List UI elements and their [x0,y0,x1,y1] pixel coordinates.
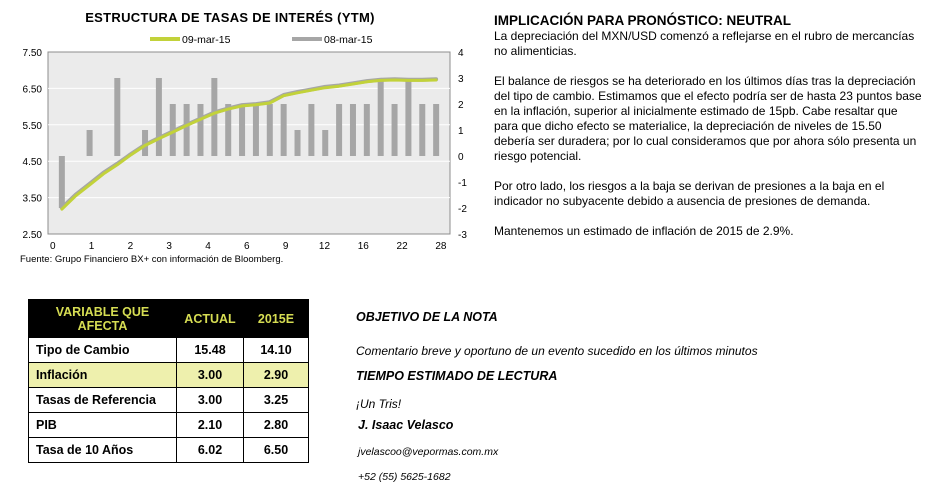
author-name: J. Isaac Velasco [358,418,454,432]
tiempo-title: TIEMPO ESTIMADO DE LECTURA [356,369,558,383]
diff-bar [405,78,412,156]
table-row: Inflación 3.00 2.90 [28,362,309,388]
row-variable: Tipo de Cambio [28,337,177,363]
x-tick-label: 12 [319,241,331,252]
diff-bar [197,104,204,156]
y-right-tick-label: 1 [458,126,464,137]
chart-source: Fuente: Grupo Financiero BX+ con informa… [20,254,284,265]
diff-bar [433,104,440,156]
y-left-tick-label: 2.50 [23,230,43,241]
x-tick-label: 6 [244,241,250,252]
variables-table: VARIABLE QUE AFECTA ACTUAL 2015E Tipo de… [28,299,309,463]
diff-bar [294,130,301,156]
diff-bar [391,104,398,156]
table-row: Tasa de 10 Años 6.02 6.50 [28,437,309,463]
diff-bar [308,104,315,156]
y-left-tick-label: 5.50 [23,121,43,132]
row-variable: PIB [28,412,177,438]
diff-bar [336,104,343,156]
x-tick-label: 4 [205,241,211,252]
y-right-tick-label: -2 [458,204,467,215]
diff-bar [280,104,287,156]
diff-bar [114,78,121,156]
legend-label: 08-mar-15 [324,34,373,46]
implicacion-paragraph-2: El balance de riesgos se ha deteriorado … [494,74,922,163]
row-2015e: 3.25 [243,387,309,413]
row-variable: Tasa de 10 Años [28,437,177,463]
diff-bar [252,104,259,156]
row-variable: Tasas de Referencia [28,387,177,413]
diff-bar [377,78,384,156]
row-actual: 3.00 [176,362,244,388]
implicacion-paragraph-1: La depreciación del MXN/USD comenzó a re… [494,29,915,58]
objetivo-title: OBJETIVO DE LA NOTA [356,310,498,324]
y-right-tick-label: 3 [458,74,464,85]
x-tick-label: 22 [397,241,409,252]
y-right-tick-label: -3 [458,230,467,241]
y-right-tick-label: -1 [458,178,467,189]
y-left-tick-label: 7.50 [23,48,43,59]
x-tick-label: 0 [50,241,56,252]
y-right-tick-label: 4 [458,48,464,59]
row-2015e: 2.90 [243,362,309,388]
tiempo-text: ¡Un Tris! [356,397,402,411]
chart-title: ESTRUCTURA DE TASAS DE INTERÉS (YTM) [85,10,375,25]
implicacion-paragraph-4: Mantenemos un estimado de inflación de 2… [494,224,794,238]
x-tick-label: 9 [283,241,289,252]
implicacion-title: IMPLICACIÓN PARA PRONÓSTICO: NEUTRAL [494,13,791,28]
header-actual: ACTUAL [176,299,244,338]
x-tick-label: 3 [166,241,172,252]
implicacion-section: IMPLICACIÓN PARA PRONÓSTICO: NEUTRAL La … [494,12,924,254]
row-variable: Inflación [28,362,177,388]
x-tick-label: 1 [89,241,95,252]
series-line-09-mar-15 [60,78,438,211]
row-actual: 2.10 [176,412,244,438]
row-2015e: 2.80 [243,412,309,438]
row-actual: 6.02 [176,437,244,463]
x-tick-label: 28 [435,241,447,252]
author-email[interactable]: jvelascoo@vepormas.com.mx [358,446,499,458]
row-2015e: 14.10 [243,337,309,363]
legend-label: 09-mar-15 [182,34,231,46]
x-tick-label: 16 [358,241,370,252]
row-actual: 3.00 [176,387,244,413]
y-left-tick-label: 4.50 [23,157,43,168]
table-row: Tasas de Referencia 3.00 3.25 [28,387,309,413]
header-2015e: 2015E [243,299,309,338]
diff-bar [322,130,329,156]
diff-bar [58,156,65,208]
x-tick-label: 2 [128,241,134,252]
implicacion-paragraph-3: Por otro lado, los riesgos a la baja se … [494,179,885,208]
header-variable: VARIABLE QUE AFECTA [28,299,177,338]
y-right-tick-label: 2 [458,100,464,111]
diff-bar [349,104,356,156]
row-actual: 15.48 [176,337,244,363]
diff-bar [266,104,273,156]
table-row: Tipo de Cambio 15.48 14.10 [28,337,309,363]
diff-bar [419,104,426,156]
author-phone: +52 (55) 5625-1682 [358,471,451,483]
table-header-row: VARIABLE QUE AFECTA ACTUAL 2015E [28,299,309,338]
row-2015e: 6.50 [243,437,309,463]
objetivo-text: Comentario breve y oportuno de un evento… [356,344,758,358]
diff-bar [239,104,246,156]
diff-bar [225,104,232,156]
diff-bar [211,78,218,156]
y-left-tick-label: 6.50 [23,84,43,95]
y-left-tick-label: 3.50 [23,194,43,205]
diff-bar [86,130,93,156]
y-right-tick-label: 0 [458,152,464,163]
diff-bar [155,78,162,156]
diff-bar [183,104,190,156]
diff-bar [363,104,370,156]
table-row: PIB 2.10 2.80 [28,412,309,438]
